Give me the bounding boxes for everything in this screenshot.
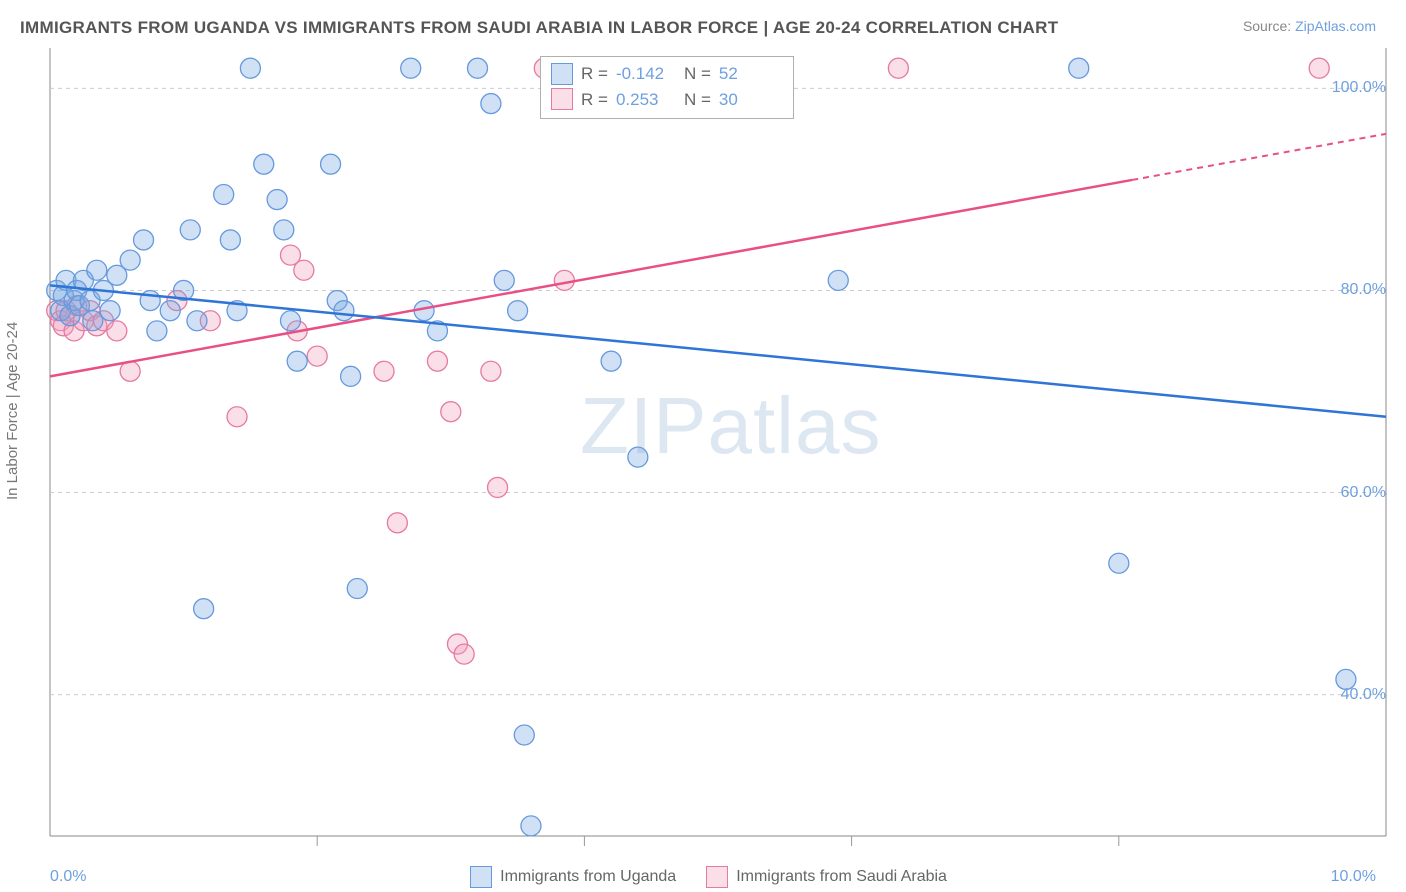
- x-axis-max-label: 10.0%: [1331, 868, 1376, 886]
- correlation-stats-box: R = -0.142 N = 52 R = 0.253 N = 30: [540, 56, 794, 119]
- n-label: N =: [684, 87, 711, 113]
- series-a-r-value: -0.142: [616, 61, 676, 87]
- series-legend: Immigrants from Uganda Immigrants from S…: [470, 866, 947, 888]
- y-tick-label: 60.0%: [1341, 484, 1386, 502]
- series-a-n-value: 52: [719, 61, 779, 87]
- legend-item-series-b: Immigrants from Saudi Arabia: [706, 866, 947, 888]
- y-tick-label: 80.0%: [1341, 281, 1386, 299]
- legend-swatch-b: [706, 866, 728, 888]
- legend-swatch-a: [470, 866, 492, 888]
- series-b-n-value: 30: [719, 87, 779, 113]
- bottom-legend-bar: 0.0% Immigrants from Uganda Immigrants f…: [50, 866, 1376, 888]
- r-label: R =: [581, 61, 608, 87]
- y-tick-label: 40.0%: [1341, 686, 1386, 704]
- scatter-chart: [0, 0, 1406, 892]
- n-label: N =: [684, 61, 711, 87]
- series-a-swatch: [551, 63, 573, 85]
- legend-label-a: Immigrants from Uganda: [500, 868, 676, 886]
- r-label: R =: [581, 87, 608, 113]
- y-tick-label: 100.0%: [1332, 79, 1386, 97]
- legend-item-series-a: Immigrants from Uganda: [470, 866, 676, 888]
- legend-label-b: Immigrants from Saudi Arabia: [736, 868, 947, 886]
- series-b-swatch: [551, 88, 573, 110]
- stats-row-series-a: R = -0.142 N = 52: [551, 61, 779, 87]
- series-b-r-value: 0.253: [616, 87, 676, 113]
- x-axis-min-label: 0.0%: [50, 868, 86, 886]
- stats-row-series-b: R = 0.253 N = 30: [551, 87, 779, 113]
